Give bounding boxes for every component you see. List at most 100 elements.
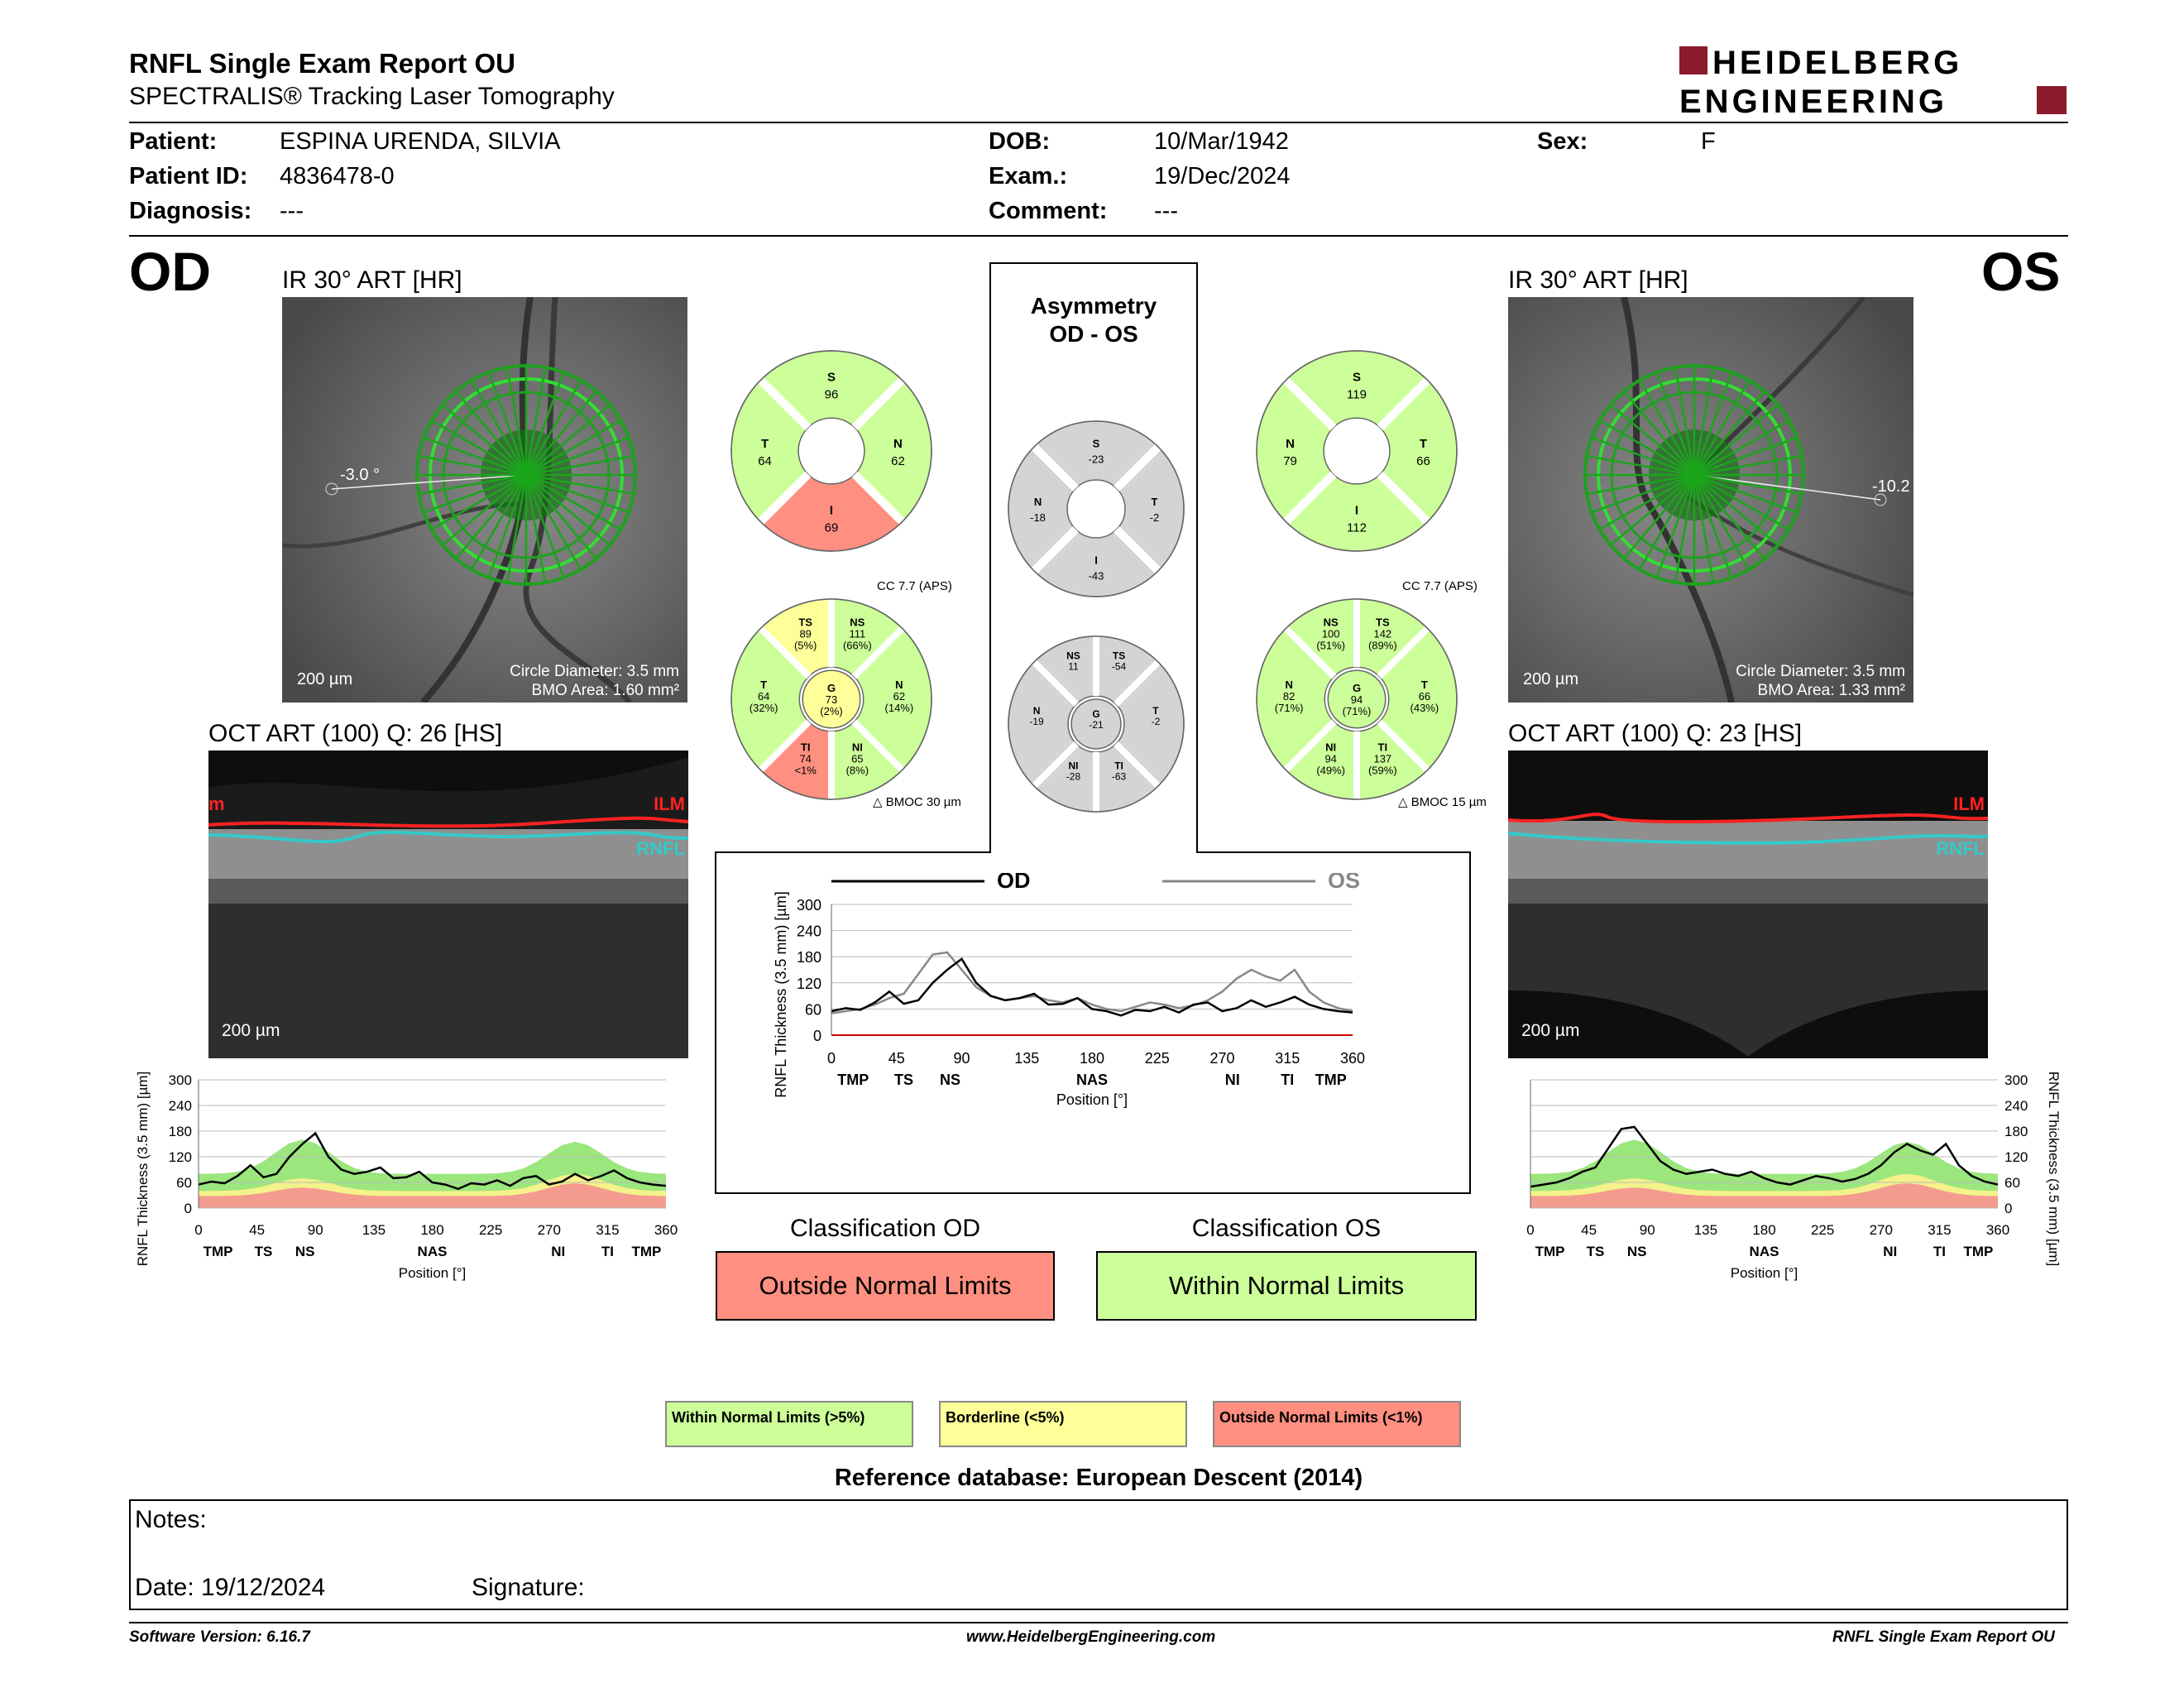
os6-outline — [1256, 598, 1458, 800]
od-scan-spoke — [470, 380, 528, 476]
os-scale: 200 µm — [1523, 670, 1578, 688]
as4-value-n: -18 — [1030, 511, 1046, 524]
os6-value-ns: 100 — [1322, 627, 1340, 640]
os-profile-xtick: 45 — [1581, 1222, 1597, 1238]
od-scan-spoke — [524, 474, 547, 583]
os-scan-spoke — [1693, 473, 1798, 514]
od4-label-s: S — [827, 371, 836, 385]
od-scan-spoke — [442, 404, 527, 476]
od-bmoc-text: BMOC 30 µm — [885, 795, 961, 809]
center-sector-label: NI — [1225, 1072, 1240, 1088]
os-fundus-image: -10.2 200 µm Circle Diameter: 3.5 mm BMO… — [1508, 297, 1913, 703]
dob-value: 10/Mar/1942 — [1154, 128, 1289, 155]
os-scan-spoke — [1599, 473, 1695, 531]
od6-value-ns: 111 — [849, 627, 865, 640]
od6-value-ni: 65 — [851, 753, 863, 765]
os6-pct-g: (71%) — [1343, 705, 1372, 717]
od-profile-ytick: 60 — [176, 1175, 192, 1191]
od6-value-n: 62 — [893, 690, 905, 703]
od-profile-xtick: 270 — [538, 1222, 561, 1238]
od-cc: CC 7.7 (APS) — [877, 579, 952, 593]
od-scan-spoke — [423, 473, 527, 514]
os-fundus-graphic: -10.2 200 µm Circle Diameter: 3.5 mm BMO… — [1508, 297, 1913, 703]
os4-label-n: N — [1286, 437, 1295, 451]
od-profile-sector-label: NI — [551, 1244, 565, 1259]
os-scan-spoke — [1674, 367, 1696, 476]
os-profile-xtick: 270 — [1870, 1222, 1893, 1238]
os6-value-ni: 94 — [1324, 753, 1336, 765]
as4-divider — [1031, 444, 1079, 492]
notes-signature: Signature: — [472, 1574, 585, 1601]
os-scan-spoke — [1693, 473, 1803, 496]
os4-value-s: 119 — [1347, 388, 1367, 402]
os-scan-spoke — [1638, 380, 1696, 476]
od-scan-spoke — [455, 391, 527, 476]
center-sector-label: TI — [1281, 1072, 1294, 1088]
os-profile-xtick: 315 — [1928, 1222, 1951, 1238]
legend-od-text: OD — [997, 873, 1031, 893]
os-profile-xlabel: Position [°] — [1731, 1265, 1798, 1281]
as4-value-t: -2 — [1150, 511, 1160, 524]
os-scan-spoke — [1693, 473, 1789, 531]
report-title: RNFL Single Exam Report OU — [129, 48, 515, 79]
od-eye-label: OD — [129, 241, 211, 302]
os6-value-ts: 142 — [1373, 627, 1391, 640]
center-ylabel: RNFL Thickness (3.5 mm) [µm] — [773, 891, 789, 1097]
od-profile-xtick: 225 — [479, 1222, 502, 1238]
os6-value-n: 82 — [1283, 690, 1295, 703]
os-scan-spoke — [1655, 474, 1696, 578]
asymmetry-title: Asymmetry OD - OS — [990, 292, 1197, 348]
as6-outline — [1008, 635, 1185, 813]
od-fundus-graphic: -3.0 ° 200 µm Circle Diameter: 3.5 mm BM… — [282, 297, 687, 703]
os6-sector-g — [1327, 669, 1387, 729]
as4-value-i: -43 — [1089, 569, 1104, 582]
os-bscan-image: ILM RNFL 200 µm — [1508, 750, 1988, 1058]
od-scan-spoke — [525, 473, 635, 496]
center-sector-label: NS — [940, 1072, 960, 1088]
center-ytick: 180 — [797, 949, 821, 966]
os-scan-spoke — [1693, 474, 1733, 578]
as6-divider — [1032, 659, 1079, 707]
as4-label-i: I — [1094, 554, 1098, 566]
diagnosis-value: --- — [280, 198, 304, 224]
os4-divider — [1282, 376, 1337, 431]
od-bmo-area: BMO Area: 1.60 mm² — [532, 682, 679, 699]
center-xtick: 135 — [1014, 1050, 1039, 1067]
center-od-line — [831, 957, 1353, 1017]
as6-divider — [1114, 659, 1161, 707]
as6-value-t: -2 — [1152, 716, 1161, 727]
asymmetry-frame — [715, 262, 1471, 1194]
classification-os-value: Within Normal Limits — [1096, 1251, 1477, 1321]
od-thickness-profile: 300 240 180 120 60 00 45 90 135 180 225 270 315 360 TM… — [135, 1072, 678, 1281]
os-profile-sector-label: TMP — [1535, 1244, 1565, 1259]
legend-os-text: OS — [1328, 873, 1360, 893]
os6-value-ti: 137 — [1373, 753, 1391, 765]
sex-label: Sex: — [1537, 128, 1588, 155]
os6-label-t: T — [1421, 679, 1428, 691]
od6-sector-g — [802, 669, 861, 729]
os-scan-spoke — [1674, 474, 1696, 583]
center-xtick: 90 — [953, 1050, 970, 1067]
os-scan-spoke — [1693, 372, 1733, 476]
od-scale: 200 µm — [297, 670, 352, 688]
od4-outline — [730, 350, 932, 552]
od-scan-spoke — [431, 473, 527, 531]
os-scan-spoke — [1693, 474, 1779, 546]
os-eye-label: OS — [1981, 241, 2061, 302]
od4-label-t: T — [761, 437, 769, 451]
od-fundus-image: -3.0 ° 200 µm Circle Diameter: 3.5 mm BM… — [282, 297, 687, 703]
os-scan-spoke — [1693, 391, 1765, 476]
os-profile-sector-label: NI — [1883, 1244, 1897, 1259]
os4-value-i: 112 — [1347, 520, 1367, 535]
od-ir-caption: IR 30° ART [HR] — [282, 266, 462, 294]
os6-pct-n: (71%) — [1275, 702, 1304, 714]
os-circle-diam: Circle Diameter: 3.5 mm — [1736, 663, 1905, 680]
as6-label-n: N — [1033, 705, 1041, 717]
footer-url: www.HeidelbergEngineering.com — [966, 1628, 1216, 1646]
center-xtick: 315 — [1275, 1050, 1300, 1067]
od4-value-t: 64 — [758, 454, 772, 468]
comment-value: --- — [1154, 198, 1178, 224]
od-profile-xtick: 360 — [654, 1222, 678, 1238]
center-xtick: 45 — [888, 1050, 905, 1067]
